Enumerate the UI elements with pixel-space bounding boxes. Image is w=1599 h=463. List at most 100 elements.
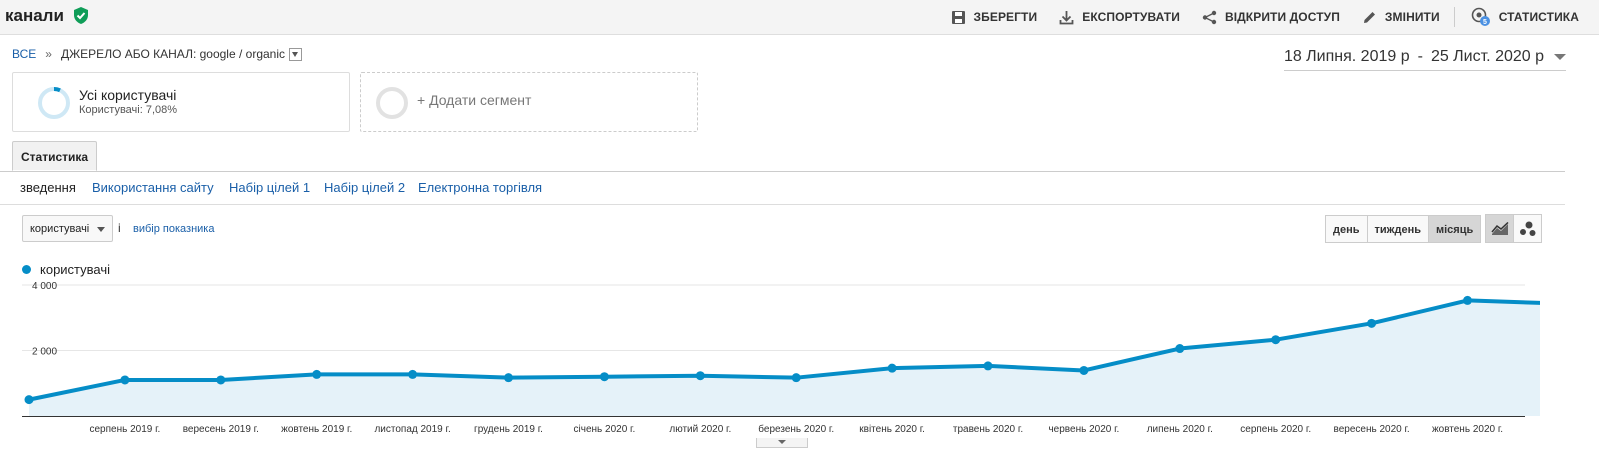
- chevron-down-icon: [1554, 54, 1566, 60]
- x-tick-label: листопад 2019 г.: [374, 424, 450, 435]
- x-tick-label: вересень 2020 г.: [1334, 424, 1410, 435]
- x-tick-label: квітень 2020 г.: [859, 424, 925, 435]
- actions-divider: [1453, 7, 1455, 27]
- add-segment-label: + Додати сегмент: [417, 92, 532, 108]
- data-point: [24, 395, 34, 405]
- edit-icon: [1363, 11, 1375, 23]
- metric-info-icon[interactable]: і: [118, 221, 121, 235]
- bubble-chart-icon: [1519, 221, 1535, 236]
- metric-select[interactable]: користувачі: [22, 215, 113, 242]
- granularity-day-button[interactable]: день: [1325, 215, 1368, 243]
- x-tick-label: жовтень 2020 г.: [1432, 424, 1503, 435]
- report-header: канали ЗБЕРЕГТИ ЕКСПОРТУВАТИ ВІДКРИТИ ДО…: [0, 0, 1599, 35]
- motion-chart-button[interactable]: [1513, 214, 1542, 243]
- x-tick-label: лютий 2020 г.: [669, 424, 731, 435]
- chart-collapse-handle[interactable]: [756, 438, 808, 448]
- data-point: [695, 371, 705, 381]
- subnav-ecommerce[interactable]: Електронна торгівля: [418, 180, 543, 195]
- data-point: [312, 369, 322, 379]
- verified-shield-icon: [73, 7, 89, 29]
- report-subnav: зведення Використання сайту Набір цілей …: [0, 171, 1565, 205]
- date-start: 18 Липня. 2019 р: [1283, 48, 1410, 65]
- y-tick-label: 4 000: [32, 281, 57, 292]
- export-icon: [1059, 10, 1074, 24]
- x-tick-label: травень 2020 г.: [953, 424, 1023, 435]
- pick-metric-link[interactable]: вибір показника: [133, 223, 215, 235]
- data-point: [1079, 365, 1089, 375]
- segment-name: Усі користувачі: [79, 87, 177, 103]
- data-point: [408, 369, 418, 379]
- date-end: 25 Лист. 2020 р: [1430, 48, 1544, 65]
- segment-ring-icon: [38, 87, 70, 119]
- x-tick-label: серпень 2020 г.: [1240, 424, 1311, 435]
- insights-badge: 5: [1483, 19, 1487, 26]
- edit-label: ЗМІНИТИ: [1384, 10, 1440, 24]
- chart-y-ticks: 2 000 4 000: [32, 281, 57, 358]
- breadcrumb-separator: »: [45, 47, 52, 61]
- breadcrumb-dropdown-button[interactable]: [289, 47, 303, 61]
- granularity-toggle: день тиждень місяць: [1325, 215, 1482, 243]
- segment-share: Користувачі: 7,08%: [79, 104, 178, 116]
- series-area-fill: [29, 300, 1540, 416]
- report-title-text: канали: [5, 6, 64, 25]
- chart-area: [28, 298, 1540, 416]
- report-title: канали: [5, 6, 89, 29]
- breadcrumb: ВСЕ » ДЖЕРЕЛО АБО КАНАЛ: google / organi…: [12, 47, 303, 61]
- report-tabs: Статистика: [0, 141, 1565, 172]
- header-actions: ЗБЕРЕГТИ ЕКСПОРТУВАТИ ВІДКРИТИ ДОСТУП ЗМ…: [929, 0, 1580, 34]
- chevron-down-icon: [97, 227, 105, 232]
- users-line-chart: серпень 2019 г. вересень 2019 г. жовтень 2…: [22, 281, 1540, 435]
- legend-label: користувачі: [40, 262, 111, 277]
- x-tick-label: липень 2020 г.: [1147, 424, 1213, 435]
- add-segment-button[interactable]: + Додати сегмент: [360, 72, 698, 132]
- segment-all-users[interactable]: Усі користувачі Користувачі: 7,08%: [12, 72, 350, 132]
- save-label: ЗБЕРЕГТИ: [973, 10, 1038, 24]
- subnav-goal-set-2[interactable]: Набір цілей 2: [324, 180, 406, 195]
- data-point: [1175, 344, 1185, 354]
- x-tick-label: грудень 2019 г.: [474, 424, 543, 435]
- line-chart-icon: [1490, 221, 1509, 235]
- date-range-picker[interactable]: 18 Липня. 2019 р - 25 Лист. 2020 р: [1283, 48, 1566, 71]
- x-tick-label: жовтень 2019 г.: [281, 424, 352, 435]
- save-button[interactable]: ЗБЕРЕГТИ: [951, 10, 1038, 25]
- x-tick-label: березень 2020 г.: [758, 423, 834, 435]
- save-icon: [951, 10, 965, 24]
- breadcrumb-root-link[interactable]: ВСЕ: [12, 47, 37, 61]
- data-point: [1271, 335, 1281, 345]
- granularity-week-button[interactable]: тиждень: [1366, 215, 1429, 243]
- insights-button[interactable]: 5 СТАТИСТИКА: [1471, 7, 1579, 27]
- legend-marker: [22, 265, 31, 274]
- chart-type-toggle: [1485, 214, 1542, 243]
- share-label: ВІДКРИТИ ДОСТУП: [1224, 10, 1340, 24]
- insights-icon: 5: [1471, 7, 1490, 26]
- granularity-month-button[interactable]: місяць: [1427, 215, 1482, 243]
- export-button[interactable]: ЕКСПОРТУВАТИ: [1059, 10, 1180, 25]
- x-tick-label: січень 2020 г.: [574, 424, 636, 435]
- data-point: [887, 363, 897, 373]
- tab-statistics[interactable]: Статистика: [12, 141, 98, 171]
- subnav-goal-set-1[interactable]: Набір цілей 1: [229, 180, 311, 195]
- chart-points: [24, 295, 1472, 405]
- edit-button[interactable]: ЗМІНИТИ: [1362, 10, 1440, 25]
- data-point: [791, 373, 801, 383]
- metric-select-value: користувачі: [30, 223, 90, 235]
- share-icon: [1202, 10, 1217, 24]
- subnav-site-usage[interactable]: Використання сайту: [92, 180, 214, 195]
- subnav-summary[interactable]: зведення: [20, 180, 76, 195]
- data-point: [1367, 318, 1377, 328]
- x-tick-label: червень 2020 г.: [1048, 424, 1119, 435]
- y-tick-label: 2 000: [32, 347, 57, 358]
- empty-segment-ring-icon: [376, 87, 408, 119]
- chart-legend: користувачі: [22, 262, 110, 277]
- export-label: ЕКСПОРТУВАТИ: [1082, 10, 1180, 24]
- data-point: [599, 372, 609, 382]
- x-tick-label: вересень 2019 г.: [183, 424, 259, 435]
- insights-label: СТАТИСТИКА: [1498, 10, 1579, 24]
- line-chart-button[interactable]: [1485, 214, 1514, 243]
- data-point: [983, 361, 993, 371]
- data-point: [1463, 295, 1472, 305]
- x-tick-label: серпень 2019 г.: [89, 424, 160, 435]
- breadcrumb-current: ДЖЕРЕЛО АБО КАНАЛ: google / organic: [60, 47, 286, 61]
- share-button[interactable]: ВІДКРИТИ ДОСТУП: [1202, 10, 1340, 25]
- data-point: [216, 375, 226, 385]
